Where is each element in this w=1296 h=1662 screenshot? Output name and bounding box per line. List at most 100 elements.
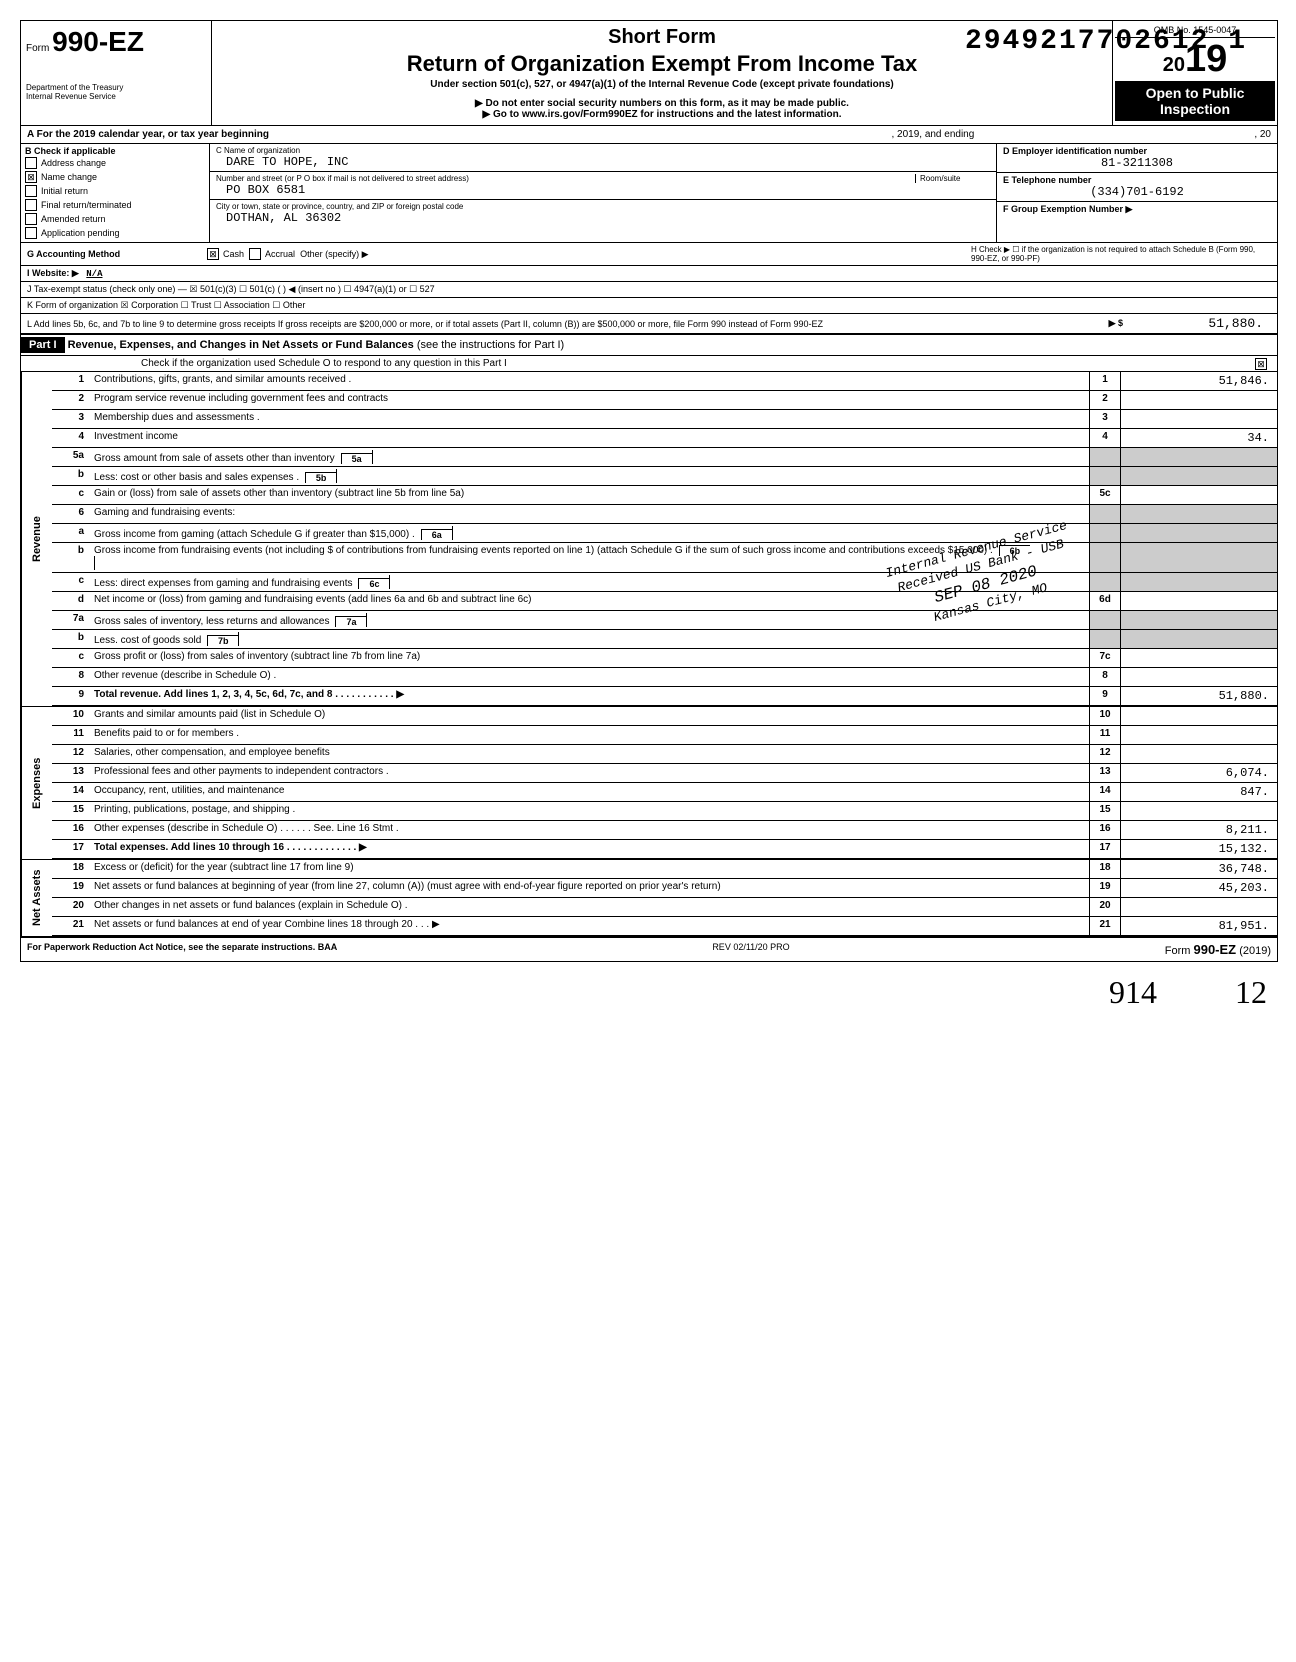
line-row: 2Program service revenue including gover… xyxy=(52,391,1277,410)
line-row: cGross profit or (loss) from sales of in… xyxy=(52,649,1277,668)
column-c-org: C Name of organization DARE TO HOPE, INC… xyxy=(210,144,997,242)
line-number: c xyxy=(52,649,90,667)
page-footer: For Paperwork Reduction Act Notice, see … xyxy=(21,936,1277,961)
line-number: 18 xyxy=(52,860,90,878)
amount-line-ref: 9 xyxy=(1089,687,1121,705)
line-number: c xyxy=(52,486,90,504)
checkbox-cash[interactable]: ⊠ xyxy=(207,248,219,260)
row-a-end: , 20 xyxy=(1254,129,1271,140)
inline-amount xyxy=(238,632,359,646)
ein-label: D Employer identification number xyxy=(1003,146,1271,156)
line-description: Net assets or fund balances at end of ye… xyxy=(90,917,1089,935)
form-foot: Form 990-EZ (2019) xyxy=(1165,942,1271,957)
org-name: DARE TO HOPE, INC xyxy=(216,155,990,169)
line-amount xyxy=(1121,802,1277,820)
row-h: H Check ▶ ☐ if the organization is not r… xyxy=(971,245,1271,263)
line-amount: 45,203. xyxy=(1121,879,1277,897)
line-row: 7aGross sales of inventory, less returns… xyxy=(52,611,1277,630)
line-row: 3Membership dues and assessments .3 xyxy=(52,410,1277,429)
line-row: 21Net assets or fund balances at end of … xyxy=(52,917,1277,936)
line-description: Other changes in net assets or fund bala… xyxy=(90,898,1089,916)
row-l-gross-receipts: L Add lines 5b, 6c, and 7b to line 9 to … xyxy=(21,314,1277,335)
line-row: 1Contributions, gifts, grants, and simil… xyxy=(52,372,1277,391)
row-g-accounting: G Accounting Method ⊠Cash Accrual Other … xyxy=(21,243,1277,266)
line-amount xyxy=(1121,467,1277,485)
line-number: 17 xyxy=(52,840,90,858)
line-description: Less. cost of goods sold7b xyxy=(90,630,1089,648)
line-description: Total expenses. Add lines 10 through 16 … xyxy=(90,840,1089,858)
line-number: 20 xyxy=(52,898,90,916)
check-final-return[interactable]: Final return/terminated xyxy=(25,198,205,212)
line-amount: 15,132. xyxy=(1121,840,1277,858)
line-description: Less: direct expenses from gaming and fu… xyxy=(90,573,1089,591)
line-number: 2 xyxy=(52,391,90,409)
inline-line-ref: 7a xyxy=(335,616,366,627)
line-description: Other revenue (describe in Schedule O) . xyxy=(90,668,1089,686)
line-row: 15Printing, publications, postage, and s… xyxy=(52,802,1277,821)
amount-line-ref: 13 xyxy=(1089,764,1121,782)
line-description: Salaries, other compensation, and employ… xyxy=(90,745,1089,763)
line-amount: 81,951. xyxy=(1121,917,1277,935)
amount-line-ref xyxy=(1089,611,1121,629)
group-exemption-label: F Group Exemption Number ▶ xyxy=(1003,204,1271,215)
row-i-website: I Website: ▶ N/A xyxy=(21,266,1277,282)
checkbox-icon: ⊠ xyxy=(25,171,37,183)
check-name-change[interactable]: ⊠Name change xyxy=(25,170,205,184)
line-row: 10Grants and similar amounts paid (list … xyxy=(52,707,1277,726)
line-number: 16 xyxy=(52,821,90,839)
line-number: 7a xyxy=(52,611,90,629)
part-1-header: Part I Revenue, Expenses, and Changes in… xyxy=(21,335,1277,356)
form-number: 990-EZ xyxy=(52,26,144,57)
part-1-label: Part I xyxy=(21,337,65,353)
expenses-side-label: Expenses xyxy=(21,707,52,859)
checkbox-accrual[interactable] xyxy=(249,248,261,260)
instructions-note: ▶ Go to www.irs.gov/Form990EZ for instru… xyxy=(222,109,1102,120)
row-a-tax-year: A For the 2019 calendar year, or tax yea… xyxy=(21,126,1277,144)
line-amount: 36,748. xyxy=(1121,860,1277,878)
phone-value: (334)701-6192 xyxy=(1003,185,1271,199)
line-number: c xyxy=(52,573,90,591)
ein-value: 81-3211308 xyxy=(1003,156,1271,170)
line-description: Printing, publications, postage, and shi… xyxy=(90,802,1089,820)
line-row: 9Total revenue. Add lines 1, 2, 3, 4, 5c… xyxy=(52,687,1277,706)
handwritten-12: 12 xyxy=(1235,974,1267,1011)
amount-line-ref xyxy=(1089,467,1121,485)
street-label: Number and street (or P O box if mail is… xyxy=(216,174,990,183)
line-amount xyxy=(1121,410,1277,428)
line-description: Other expenses (describe in Schedule O) … xyxy=(90,821,1089,839)
other-specify: Other (specify) ▶ xyxy=(300,249,368,260)
line-row: 11Benefits paid to or for members .11 xyxy=(52,726,1277,745)
check-application-pending[interactable]: Application pending xyxy=(25,226,205,240)
g-label: G Accounting Method xyxy=(27,249,207,259)
open-to-public: Open to Public Inspection xyxy=(1115,81,1275,121)
inline-amount xyxy=(94,556,215,570)
line-description: Excess or (deficit) for the year (subtra… xyxy=(90,860,1089,878)
line-row: 5aGross amount from sale of assets other… xyxy=(52,448,1277,467)
org-name-label: C Name of organization xyxy=(216,146,990,155)
inline-line-ref: 6b xyxy=(999,545,1030,556)
line-amount xyxy=(1121,448,1277,466)
check-address-change[interactable]: Address change xyxy=(25,156,205,170)
check-initial-return[interactable]: Initial return xyxy=(25,184,205,198)
amount-line-ref: 12 xyxy=(1089,745,1121,763)
line-description: Contributions, gifts, grants, and simila… xyxy=(90,372,1089,390)
line-row: bLess: cost or other basis and sales exp… xyxy=(52,467,1277,486)
department-label: Department of the Treasury Internal Reve… xyxy=(26,83,206,101)
line-row: 17Total expenses. Add lines 10 through 1… xyxy=(52,840,1277,859)
line-number: 8 xyxy=(52,668,90,686)
line-number: 1 xyxy=(52,372,90,390)
amount-line-ref: 19 xyxy=(1089,879,1121,897)
check-amended[interactable]: Amended return xyxy=(25,212,205,226)
line-number: 12 xyxy=(52,745,90,763)
line-description: Grants and similar amounts paid (list in… xyxy=(90,707,1089,725)
row-j-tax-exempt: J Tax-exempt status (check only one) — ☒… xyxy=(21,282,1277,298)
line-number: 14 xyxy=(52,783,90,801)
room-suite-label: Room/suite xyxy=(915,174,990,183)
line-row: cGain or (loss) from sale of assets othe… xyxy=(52,486,1277,505)
handwritten-914: 914 xyxy=(1109,974,1157,1011)
schedule-o-checkbox[interactable]: ⊠ xyxy=(1255,358,1267,370)
form-990ez-page: 2949217702612 1 Form 990-EZ Department o… xyxy=(20,20,1278,962)
line-row: aGross income from gaming (attach Schedu… xyxy=(52,524,1277,543)
line-amount xyxy=(1121,649,1277,667)
line-row: 18Excess or (deficit) for the year (subt… xyxy=(52,860,1277,879)
